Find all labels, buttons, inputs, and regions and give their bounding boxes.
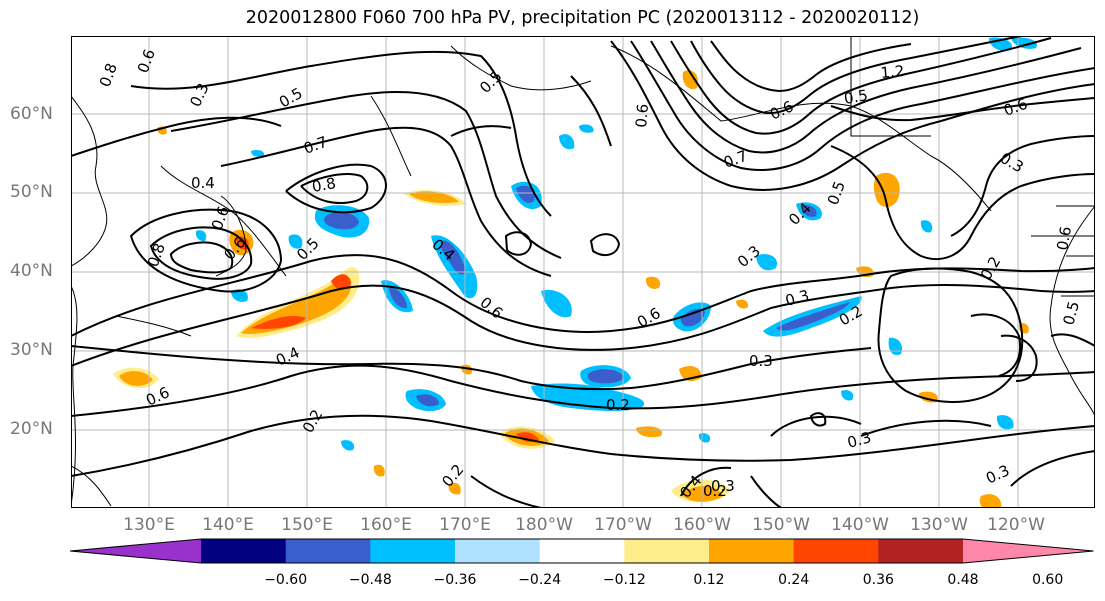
colorbar-tick-label: −0.48 bbox=[348, 572, 392, 588]
negative-precipitation-shading bbox=[195, 37, 1037, 451]
colorbar-segment bbox=[793, 539, 879, 563]
colorbar-tick-label: −0.36 bbox=[433, 572, 477, 588]
lon-label-170e: 170°E bbox=[439, 515, 491, 535]
colorbar-extend-low bbox=[70, 539, 201, 563]
lon-label-120w: 120°W bbox=[987, 515, 1045, 535]
lat-label-20n: 20°N bbox=[10, 419, 53, 439]
colorbar-tick-label: −0.60 bbox=[264, 572, 308, 588]
lon-label-170w: 170°W bbox=[594, 515, 652, 535]
lon-label-140e: 140°E bbox=[202, 515, 254, 535]
colorbar-segment bbox=[709, 539, 795, 563]
colorbar-tick-label: 0.24 bbox=[778, 572, 810, 588]
lat-label-50n: 50°N bbox=[10, 182, 53, 202]
positive-precipitation-shading bbox=[113, 70, 1029, 508]
map-frame bbox=[71, 36, 1095, 508]
colorbar-tick-label: 0.12 bbox=[693, 572, 725, 588]
colorbar-segment bbox=[201, 539, 287, 563]
colorbar-tick-label: 0.60 bbox=[1032, 572, 1064, 588]
colorbar-segment bbox=[455, 539, 541, 563]
graticule bbox=[71, 36, 1095, 508]
colorbar-tick-label: −0.24 bbox=[518, 572, 562, 588]
colorbar-extend-high bbox=[963, 539, 1094, 563]
colorbar-tick-label: 0.36 bbox=[862, 572, 894, 588]
colorbar-tick-label: 0.48 bbox=[947, 572, 979, 588]
lon-label-180w: 180°W bbox=[515, 515, 573, 535]
pv-precipitation-map: 0.8 0.6 0.3 0.5 0.7 0.4 0.8 0.6 0.6 0.5 … bbox=[71, 36, 1095, 508]
colorbar-outline bbox=[70, 538, 1094, 564]
contour-label: 0.6 bbox=[632, 103, 652, 128]
contour-label: 0.5 bbox=[1059, 299, 1083, 327]
colorbar-segment bbox=[878, 539, 964, 563]
lon-label-130w: 130°W bbox=[910, 515, 968, 535]
contour-label: 1.2 bbox=[880, 62, 905, 82]
lon-label-150e: 150°E bbox=[281, 515, 333, 535]
contour-label: 0.2 bbox=[606, 396, 630, 414]
lon-label-130e: 130°E bbox=[123, 515, 175, 535]
lat-label-30n: 30°N bbox=[10, 340, 53, 360]
colorbar-segment bbox=[370, 539, 456, 563]
contour-label: 0.3 bbox=[845, 428, 873, 452]
lon-label-160e: 160°E bbox=[360, 515, 412, 535]
contour-label: 0.6 bbox=[1053, 225, 1075, 252]
map-title: 2020012800 F060 700 hPa PV, precipitatio… bbox=[245, 8, 920, 28]
contour-label: 0.5 bbox=[843, 86, 870, 108]
contour-label: 0.4 bbox=[191, 174, 215, 192]
colorbar-segment bbox=[624, 539, 710, 563]
contour-label: 0.3 bbox=[783, 286, 811, 310]
pv-contours bbox=[71, 36, 1095, 508]
colorbar bbox=[70, 538, 1094, 564]
colorbar-segment bbox=[285, 539, 371, 563]
lon-label-160w: 160°W bbox=[673, 515, 731, 535]
colorbar-tick-label: −0.12 bbox=[602, 572, 646, 588]
contour-label: 0.8 bbox=[311, 174, 338, 196]
contour-label: 0.3 bbox=[749, 352, 773, 370]
contour-label: 0.2 bbox=[703, 482, 727, 500]
lat-label-60n: 60°N bbox=[10, 104, 53, 124]
lon-label-150w: 150°W bbox=[752, 515, 810, 535]
lon-label-140w: 140°W bbox=[831, 515, 889, 535]
colorbar-segments bbox=[70, 538, 1094, 564]
lat-label-40n: 40°N bbox=[10, 261, 53, 281]
colorbar-segment bbox=[539, 539, 625, 563]
contour-label: 0.3 bbox=[711, 477, 735, 495]
